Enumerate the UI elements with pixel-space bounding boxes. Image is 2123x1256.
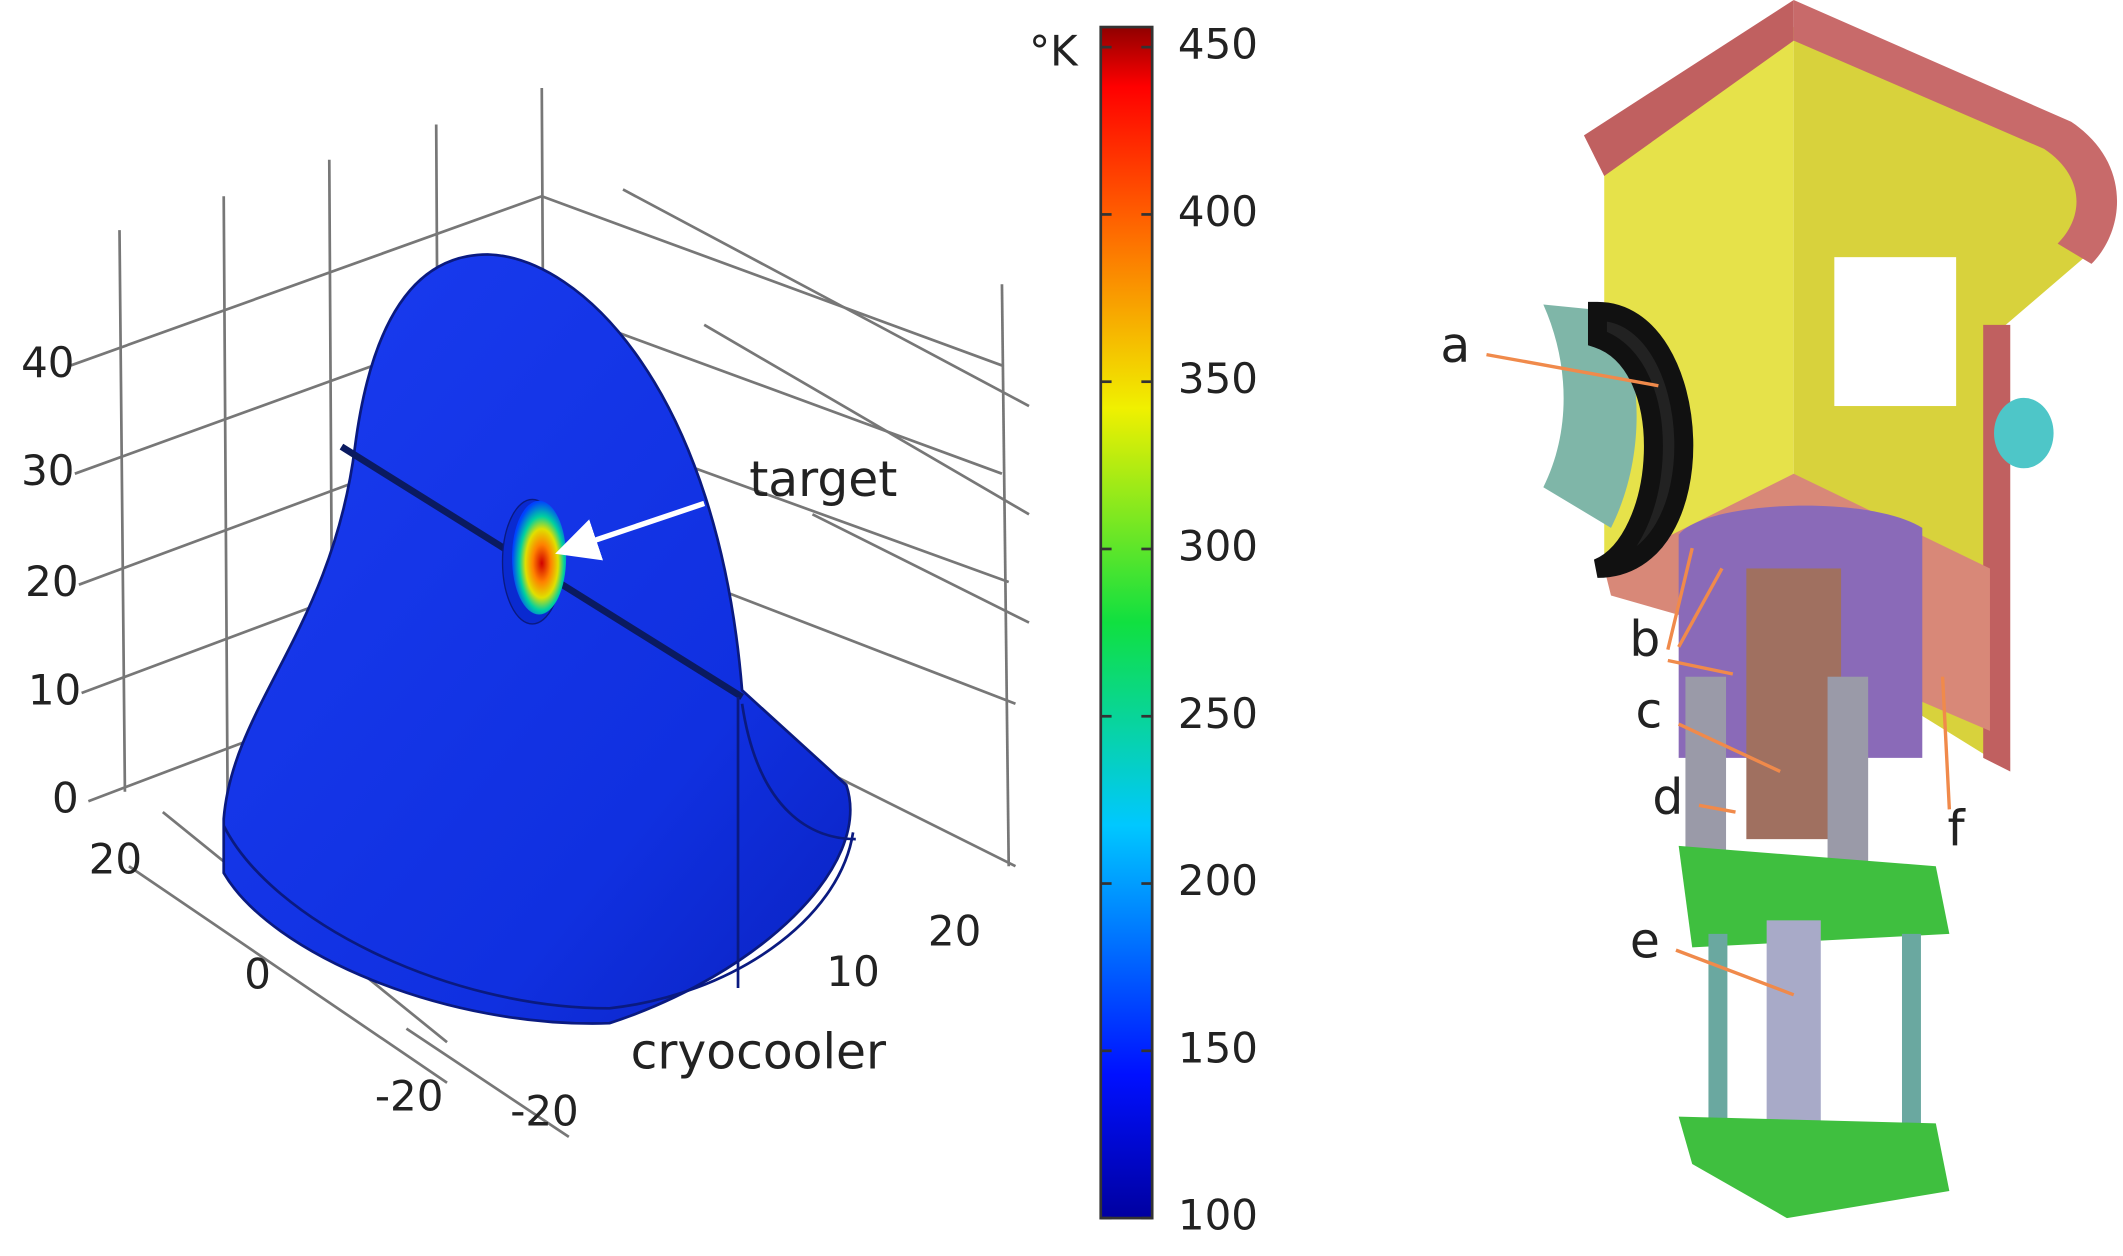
part-label: d [1652, 770, 1683, 826]
colorbar-tick-label: 100 [1178, 1191, 1258, 1240]
y-tick-label: 20 [928, 906, 981, 955]
z-tick-label: 0 [52, 774, 79, 823]
assembly-labels: a b c d e f [1440, 318, 1966, 970]
colorbar-tick-label: 400 [1178, 187, 1258, 236]
colorbar-tick-label: 450 [1178, 20, 1258, 69]
colorbar-tick-label: 200 [1178, 856, 1258, 905]
part-label: f [1948, 801, 1967, 857]
colorbar-tick-label: 350 [1178, 354, 1258, 403]
z-tick-label: 40 [21, 338, 74, 387]
z-tick-label: 30 [21, 446, 74, 495]
assembly-drawing [1486, 0, 2118, 1219]
z-tick-label: 10 [28, 665, 81, 714]
colorbar-tick-label: 300 [1178, 521, 1258, 570]
colorbar-unit: °K [1029, 27, 1079, 76]
colorbar-tick-label: 250 [1178, 689, 1258, 738]
grid [70, 87, 1030, 1139]
part-label: c [1635, 684, 1662, 740]
z-tick-label: 20 [25, 557, 78, 606]
part-label: b [1629, 612, 1660, 668]
annotation: target [749, 452, 897, 508]
part-label: e [1630, 914, 1660, 970]
part-label: a [1440, 318, 1470, 374]
y-tick-label: 10 [826, 947, 879, 996]
x-tick-label: -20 [375, 1072, 443, 1121]
colorbar-tick-label: 150 [1178, 1023, 1258, 1072]
x-tick-label: 0 [244, 950, 271, 999]
colorbar: °K 100 150 200 250 300 350 400 450 [1029, 20, 1258, 1240]
x-tick-label: 20 [89, 835, 142, 884]
axis-labels: 40 30 20 10 0 20 0 -20 -20 10 20 target … [21, 338, 981, 1135]
y-tick-label: -20 [510, 1086, 579, 1135]
thermal-model [222, 253, 856, 1025]
annotation: cryocooler [631, 1025, 887, 1081]
colorbar-scale [1099, 25, 1154, 1220]
